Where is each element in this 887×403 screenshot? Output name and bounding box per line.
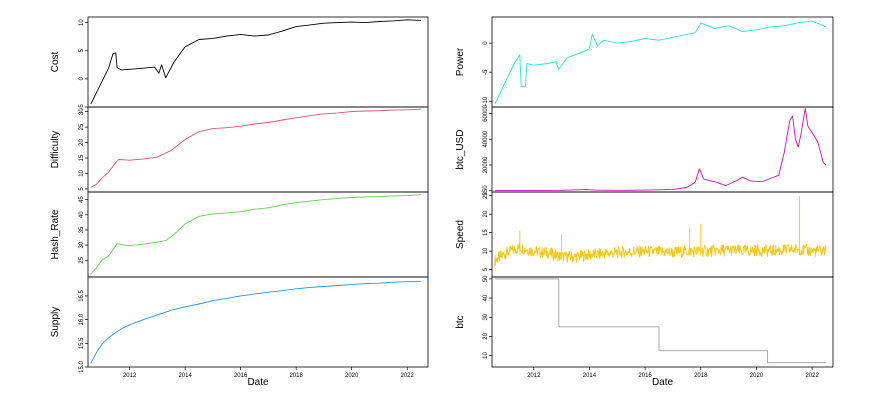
series-line-speed [494, 242, 827, 267]
y-tick-label: 5 [79, 187, 85, 191]
y-tick-label: -5 [79, 104, 85, 110]
x-tick-label: 2016 [234, 373, 248, 379]
y-axis-label-cost: Cost [50, 51, 61, 72]
y-axis-label-hash_rate: Hash_Rate [50, 209, 61, 259]
y-tick-label: 35 [79, 226, 85, 233]
y-tick-label: 0 [483, 41, 489, 45]
x-tick-label: 2022 [805, 373, 819, 379]
y-tick-label: 30 [79, 241, 85, 248]
panel-frame-cost [87, 16, 429, 108]
y-axis-label-difficulty: Difficulty [50, 131, 61, 169]
y-axis-label-btc_usd: btc_USD [455, 129, 466, 169]
x-tick-label: 2012 [527, 373, 541, 379]
y-tick-label: 16.0 [79, 313, 85, 325]
y-tick-label: 60000 [483, 104, 489, 121]
x-tick-label: 2018 [289, 373, 303, 379]
series-line-supply [90, 280, 422, 364]
y-tick-label: -5 [483, 69, 489, 75]
y-tick-label: 10 [483, 247, 489, 254]
y-tick-label: -10 [483, 96, 489, 105]
panel-frame-speed [491, 191, 834, 278]
y-tick-label: 15 [483, 229, 489, 236]
y-tick-label: 25 [79, 256, 85, 263]
y-tick-label: 20 [483, 332, 489, 339]
x-tick-label: 2012 [123, 373, 137, 379]
series-line-difficulty [90, 108, 422, 188]
y-tick-label: 20 [79, 139, 85, 146]
x-axis-label: Date [247, 377, 269, 388]
y-tick-label: 20 [483, 210, 489, 217]
x-axis-label: Date [652, 377, 674, 388]
y-tick-label: 50 [483, 275, 489, 282]
y-tick-label: 16.5 [79, 289, 85, 301]
y-tick-label: 0 [79, 77, 85, 81]
x-tick-label: 2014 [178, 373, 192, 379]
x-tick-label: 2014 [583, 373, 597, 379]
panel-frame-btc [491, 276, 834, 368]
x-tick-label: 2022 [401, 373, 415, 379]
y-tick-label: 30 [79, 108, 85, 115]
y-tick-label: 10 [79, 169, 85, 176]
series-line-btc_usd [494, 107, 827, 191]
y-tick-label: 45 [79, 196, 85, 203]
y-tick-label: 25 [79, 123, 85, 130]
x-tick-label: 2018 [694, 373, 708, 379]
y-tick-label: 40 [79, 211, 85, 218]
y-tick-label: 15.0 [79, 361, 85, 373]
y-tick-label: 5 [483, 267, 489, 271]
panel-frame-power [491, 16, 834, 108]
y-tick-label: 15.5 [79, 337, 85, 349]
y-tick-label: 40000 [483, 130, 489, 147]
series-line-hash_rate [90, 194, 422, 275]
y-axis-label-speed: Speed [455, 220, 466, 249]
x-tick-label: 2020 [345, 373, 359, 379]
panel-frame-supply [87, 276, 429, 368]
y-axis-label-btc: btc [455, 315, 466, 328]
x-tick-label: 2020 [750, 373, 764, 379]
panel-frame-btc_usd [491, 106, 834, 193]
y-axis-label-power: Power [455, 47, 466, 76]
y-tick-label: 40 [483, 294, 489, 301]
y-axis-label-supply: Supply [50, 307, 61, 338]
panel-frame-hash_rate [87, 191, 429, 278]
series-line-btc [494, 278, 826, 364]
y-tick-label: 15 [79, 154, 85, 161]
series-line-power [494, 20, 827, 105]
x-tick-label: 2016 [638, 373, 652, 379]
y-tick-label: 20000 [483, 156, 489, 173]
y-tick-label: 25 [483, 192, 489, 199]
y-tick-label: 10 [79, 19, 85, 26]
y-tick-label: 30 [483, 313, 489, 320]
y-tick-label: 250 [483, 185, 489, 196]
y-tick-label: 5 [79, 48, 85, 52]
series-line-cost [90, 19, 422, 105]
y-tick-label: 10 [483, 352, 489, 359]
panel-frame-difficulty [87, 106, 429, 193]
